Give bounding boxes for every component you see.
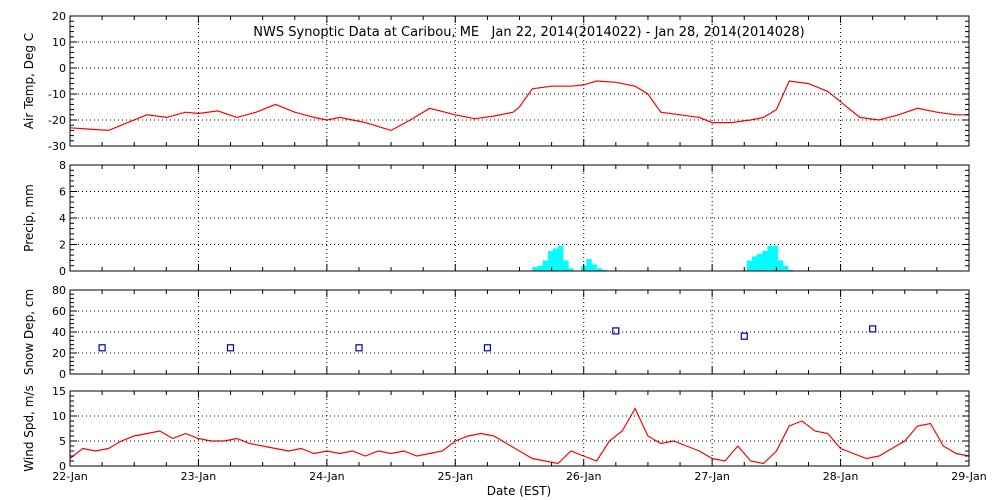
precip-bar xyxy=(757,253,763,271)
y-tick-label: 0 xyxy=(59,265,66,278)
precip-bar xyxy=(596,268,602,271)
y-tick-label: 10 xyxy=(52,410,66,423)
snow-depth-point xyxy=(612,327,620,335)
snow-depth-point xyxy=(740,332,748,340)
precip-bar xyxy=(537,265,543,271)
precip-bar xyxy=(563,260,569,271)
y-axis-label: Precip, mm xyxy=(22,184,36,252)
y-tick-label: 4 xyxy=(59,212,66,225)
x-tick-label: 23-Jan xyxy=(181,470,217,483)
x-axis-label: Date (EST) xyxy=(487,484,551,498)
snow-depth-point xyxy=(483,344,491,352)
y-tick-label: 20 xyxy=(52,347,66,360)
y-tick-label: 0 xyxy=(59,368,66,381)
air-temp-line xyxy=(69,80,969,132)
precip-bar xyxy=(591,264,597,271)
y-tick-label: 8 xyxy=(59,159,66,172)
x-tick-label: 29-Jan xyxy=(951,470,987,483)
precip-bar xyxy=(746,260,753,271)
y-tick-label: 10 xyxy=(52,36,66,49)
x-tick-label: 28-Jan xyxy=(823,470,859,483)
precip-bar xyxy=(782,265,789,271)
precip-bar xyxy=(601,269,608,271)
y-tick-label: 0 xyxy=(59,62,66,75)
x-tick-label: 27-Jan xyxy=(694,470,730,483)
y-tick-label: 80 xyxy=(52,284,66,297)
snow-depth-point xyxy=(355,344,363,352)
precip-bar xyxy=(558,245,564,271)
y-tick-label: 5 xyxy=(59,435,66,448)
precip-bar xyxy=(777,260,783,271)
y-tick-label: -30 xyxy=(48,140,66,153)
y-tick-label: 2 xyxy=(59,239,66,252)
y-axis-label: Wind Spd, m/s xyxy=(22,385,36,471)
panel-wind-speed: 0 5 10 15 Wind Spd, m/s xyxy=(22,385,970,473)
y-tick-label: -10 xyxy=(48,88,66,101)
precip-bar xyxy=(547,251,554,271)
precip-bar xyxy=(787,269,794,271)
x-tick-label: 25-Jan xyxy=(438,470,474,483)
panel-precip: 0 2 4 6 8 Precip, mm xyxy=(22,159,970,278)
y-tick-label: 0 xyxy=(59,460,66,473)
y-tick-label: 60 xyxy=(52,305,66,318)
precip-bar xyxy=(762,251,768,271)
snow-depth-point xyxy=(869,325,877,333)
x-tick-label: 26-Jan xyxy=(566,470,602,483)
precip-bar xyxy=(586,259,592,271)
snow-depth-point xyxy=(98,344,106,352)
x-tick-label: 24-Jan xyxy=(309,470,345,483)
y-tick-label: 6 xyxy=(59,186,66,199)
wind-speed-line xyxy=(69,407,970,465)
precip-bar xyxy=(568,268,574,271)
y-tick-label: 40 xyxy=(52,326,66,339)
y-axis-label: Air Temp, Deg C xyxy=(22,33,36,129)
panel-air-temp: -30 -20 -10 0 10 20 Air Temp, Deg C xyxy=(22,10,970,153)
y-tick-label: 15 xyxy=(52,385,66,398)
precip-bar xyxy=(542,260,548,271)
precip-bar xyxy=(752,256,758,271)
precip-bar xyxy=(532,267,538,271)
y-axis-label: Snow Dep, cm xyxy=(22,289,36,375)
snow-depth-point xyxy=(226,344,235,352)
chart-title: NWS Synoptic Data at Caribou, ME Jan 22,… xyxy=(253,25,804,40)
x-tick-label: 22-Jan xyxy=(52,470,88,483)
precip-bar xyxy=(767,245,773,271)
y-tick-label: 20 xyxy=(52,10,66,23)
panel-snow-depth: 0 20 40 60 80 Snow Dep, cm xyxy=(22,284,970,381)
precip-bar xyxy=(772,245,778,271)
precip-bar xyxy=(552,248,559,271)
y-tick-label: -20 xyxy=(48,114,66,127)
